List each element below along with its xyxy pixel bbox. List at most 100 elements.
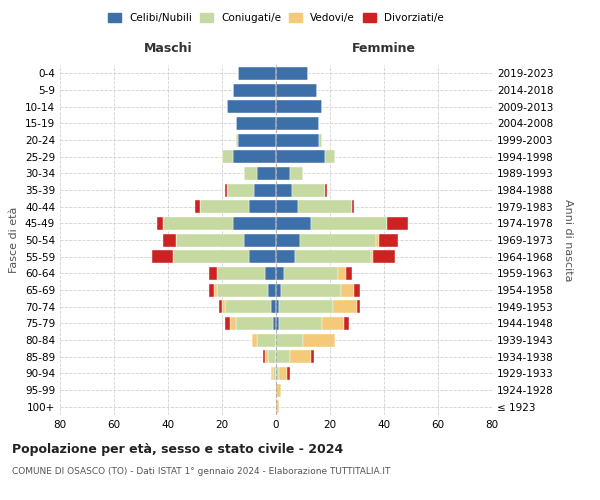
Bar <box>287 367 290 380</box>
Bar <box>276 184 292 196</box>
Bar <box>276 67 308 80</box>
Bar <box>249 200 276 213</box>
Bar <box>214 284 217 296</box>
Bar <box>276 317 278 330</box>
Bar <box>341 284 354 296</box>
Bar <box>295 250 371 263</box>
Bar <box>238 67 276 80</box>
Bar <box>290 350 311 363</box>
Bar <box>303 334 335 346</box>
Bar <box>301 234 376 246</box>
Bar <box>278 300 332 313</box>
Bar <box>235 134 238 146</box>
Bar <box>257 334 276 346</box>
Bar <box>276 284 281 296</box>
Text: Popolazione per età, sesso e stato civile - 2024: Popolazione per età, sesso e stato civil… <box>12 442 343 456</box>
Bar <box>281 284 341 296</box>
Bar <box>227 184 254 196</box>
Bar <box>274 317 276 330</box>
Bar <box>244 234 276 246</box>
Bar <box>209 267 217 280</box>
Bar <box>235 317 274 330</box>
Bar <box>268 284 276 296</box>
Bar <box>276 200 298 213</box>
Y-axis label: Anni di nascita: Anni di nascita <box>563 198 573 281</box>
Bar <box>244 167 257 180</box>
Bar <box>152 250 173 263</box>
Bar <box>276 117 319 130</box>
Bar <box>276 267 284 280</box>
Bar <box>387 217 409 230</box>
Bar <box>276 384 281 396</box>
Bar <box>209 284 214 296</box>
Bar <box>373 250 395 263</box>
Bar <box>163 234 176 246</box>
Bar <box>284 267 338 280</box>
Bar <box>252 334 257 346</box>
Bar <box>276 100 322 113</box>
Bar <box>352 200 354 213</box>
Bar <box>230 317 235 330</box>
Bar <box>276 400 278 413</box>
Bar <box>276 150 325 163</box>
Text: COMUNE DI OSASCO (TO) - Dati ISTAT 1° gennaio 2024 - Elaborazione TUTTITALIA.IT: COMUNE DI OSASCO (TO) - Dati ISTAT 1° ge… <box>12 468 391 476</box>
Bar <box>376 234 379 246</box>
Bar <box>343 317 349 330</box>
Bar <box>274 367 276 380</box>
Bar <box>276 250 295 263</box>
Bar <box>276 234 301 246</box>
Bar <box>276 367 278 380</box>
Bar <box>195 200 200 213</box>
Bar <box>276 84 317 96</box>
Text: Femmine: Femmine <box>352 42 416 55</box>
Bar <box>257 167 276 180</box>
Bar <box>263 350 265 363</box>
Bar <box>224 317 230 330</box>
Bar <box>311 217 387 230</box>
Bar <box>325 184 328 196</box>
Bar <box>357 300 360 313</box>
Bar <box>271 300 276 313</box>
Bar <box>225 184 227 196</box>
Bar <box>271 367 274 380</box>
Bar <box>311 350 314 363</box>
Bar <box>292 184 325 196</box>
Bar <box>276 217 311 230</box>
Bar <box>265 267 276 280</box>
Bar <box>176 234 244 246</box>
Bar <box>233 217 276 230</box>
Bar <box>163 217 233 230</box>
Bar <box>276 167 290 180</box>
Bar <box>268 350 276 363</box>
Bar <box>173 250 249 263</box>
Bar <box>276 334 303 346</box>
Bar <box>222 150 233 163</box>
Bar <box>332 300 357 313</box>
Bar <box>290 167 303 180</box>
Bar <box>276 134 319 146</box>
Bar <box>371 250 373 263</box>
Bar <box>220 300 222 313</box>
Bar <box>238 134 276 146</box>
Bar <box>276 350 290 363</box>
Bar <box>233 150 276 163</box>
Bar <box>249 250 276 263</box>
Bar <box>322 317 343 330</box>
Bar <box>338 267 346 280</box>
Bar <box>217 284 268 296</box>
Bar <box>200 200 249 213</box>
Bar <box>278 317 322 330</box>
Bar <box>379 234 398 246</box>
Bar <box>225 300 271 313</box>
Bar <box>276 300 278 313</box>
Bar <box>298 200 352 213</box>
Legend: Celibi/Nubili, Coniugati/e, Vedovi/e, Divorziati/e: Celibi/Nubili, Coniugati/e, Vedovi/e, Di… <box>108 12 444 23</box>
Bar <box>217 267 265 280</box>
Y-axis label: Fasce di età: Fasce di età <box>10 207 19 273</box>
Bar <box>346 267 352 280</box>
Bar <box>319 134 322 146</box>
Bar <box>254 184 276 196</box>
Bar <box>233 84 276 96</box>
Bar <box>354 284 360 296</box>
Text: Maschi: Maschi <box>143 42 193 55</box>
